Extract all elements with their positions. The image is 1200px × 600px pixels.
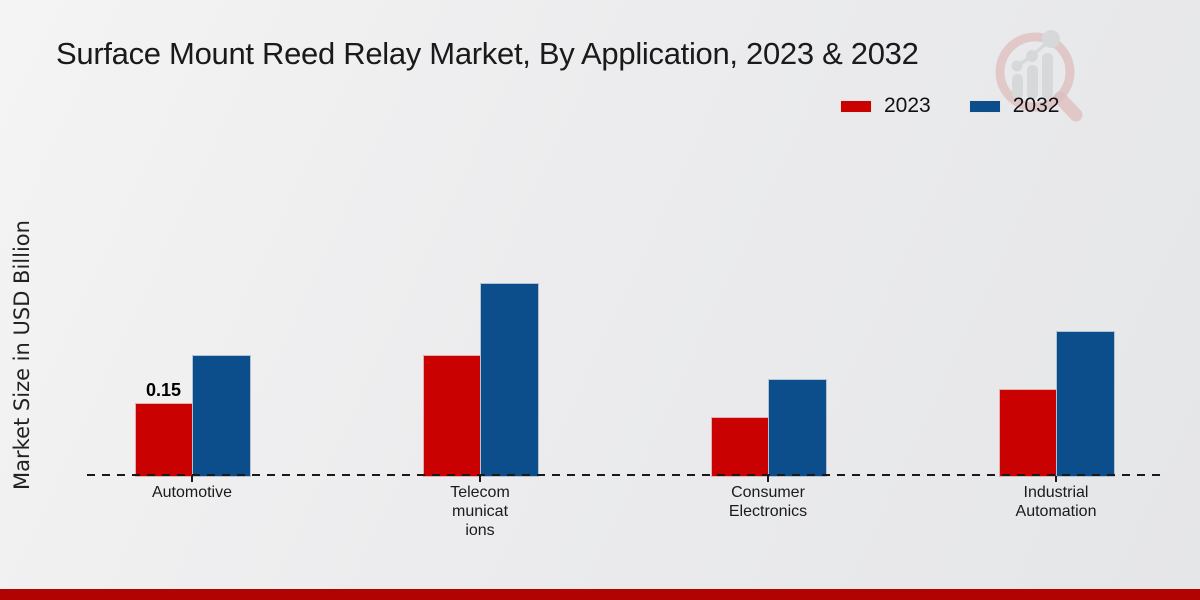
category-label-industrial-automation: Industrial Automation <box>1015 484 1097 520</box>
legend: 2023 2032 <box>840 94 1059 118</box>
chart-title: Surface Mount Reed Relay Market, By Appl… <box>56 36 919 71</box>
bar-automotive-2032 <box>192 355 251 477</box>
axis-tick-consumer-electronics <box>767 476 769 482</box>
bar-automotive-2023 <box>135 403 194 477</box>
legend-label-2023: 2023 <box>884 94 931 117</box>
legend-item-2032: 2032 <box>968 94 1060 118</box>
category-label-automotive: Automotive <box>151 484 233 501</box>
axis-tick-automotive <box>191 476 193 482</box>
bar-telecommunications-2032 <box>480 283 539 477</box>
legend-label-2032: 2032 <box>1012 94 1060 117</box>
bar-telecommunications-2023 <box>423 355 482 477</box>
bar-consumer-electronics-2032 <box>768 379 827 477</box>
axis-tick-industrial-automation <box>1055 476 1057 482</box>
legend-swatch-2032-icon <box>968 99 1001 113</box>
bar-industrial-automation-2023 <box>999 389 1058 477</box>
bar-industrial-automation-2032 <box>1056 331 1115 477</box>
x-axis-baseline <box>87 474 1160 476</box>
bar-value-label-automotive-2023: 0.15 <box>145 380 182 400</box>
legend-swatch-2023-icon <box>840 99 872 113</box>
category-label-telecommunications: Telecom municat ions <box>450 484 510 539</box>
magnifier-chart-logo-watermark <box>995 30 1083 122</box>
legend-item-2023: 2023 <box>840 94 931 118</box>
axis-tick-telecommunications <box>479 476 481 482</box>
bar-consumer-electronics-2023 <box>711 417 770 477</box>
footer-accent-bar <box>0 589 1200 600</box>
category-label-consumer-electronics: Consumer Electronics <box>728 484 808 520</box>
